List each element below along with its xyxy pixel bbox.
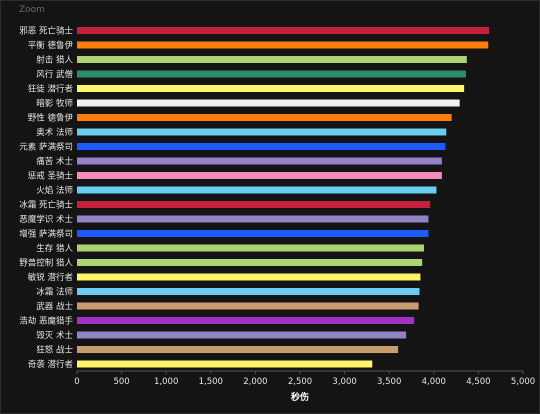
bar [77, 27, 490, 34]
x-tick-label: 3,500 [377, 377, 401, 387]
bar [77, 128, 447, 136]
category-label: 武器 战士 [36, 301, 73, 312]
category-label: 风行 武僧 [36, 69, 73, 80]
bar [77, 302, 419, 310]
bar [77, 230, 429, 237]
bar [77, 317, 415, 324]
bar [77, 41, 489, 49]
bar [77, 56, 467, 63]
x-tick-label: 2,000 [243, 377, 267, 387]
category-label: 增强 萨满祭司 [19, 229, 73, 240]
category-label: 毁灭 术士 [36, 330, 73, 341]
category-label: 奥术 法师 [36, 127, 73, 138]
x-tick-label: 500 [113, 377, 129, 387]
category-label: 射击 猎人 [36, 55, 73, 66]
bar [77, 99, 460, 107]
category-label: 平衡 德鲁伊 [28, 40, 74, 51]
bar [77, 157, 442, 165]
category-label: 生存 猎人 [36, 243, 73, 254]
bar [77, 201, 431, 208]
bar [77, 215, 429, 223]
x-tick-label: 4,500 [466, 377, 490, 387]
bar [77, 346, 399, 353]
category-label: 野兽控制 猎人 [19, 258, 73, 269]
bar [77, 360, 373, 368]
category-label: 浩劫 恶魔猎手 [19, 316, 73, 327]
bars-layer [77, 27, 490, 368]
bar [77, 288, 420, 295]
bar [77, 244, 424, 252]
x-tick-label: 3,000 [332, 377, 356, 387]
x-tick-label: 0 [74, 377, 79, 387]
category-label: 狂徒 潜行者 [28, 84, 74, 95]
category-label: 奇袭 潜行者 [28, 359, 74, 370]
x-tick-label: 5,000 [511, 377, 535, 387]
category-label: 敏锐 潜行者 [28, 272, 74, 283]
category-label: 痛苦 术士 [36, 156, 73, 167]
category-label: 冰霜 死亡骑士 [19, 200, 73, 211]
x-axis-title: 秒伤 [291, 391, 309, 403]
category-label: 狂怒 战士 [36, 345, 73, 356]
bar [77, 273, 421, 281]
x-tick-label: 1,000 [154, 377, 178, 387]
bar [77, 85, 465, 92]
category-label: 邪恶 死亡骑士 [19, 26, 73, 37]
x-axis: 0 500 1,000 1,500 2,000 2,500 3,000 3,500 4,000 4… [74, 370, 535, 387]
bar [77, 70, 466, 78]
category-label: 野性 德鲁伊 [28, 113, 74, 124]
x-tick-label: 1,500 [199, 377, 223, 387]
category-label: 火焰 法师 [36, 185, 73, 196]
x-tick-label: 4,000 [422, 377, 446, 387]
category-label: 惩戒 圣骑士 [28, 171, 74, 182]
bar [77, 143, 446, 150]
category-label: 元素 萨满祭司 [19, 142, 73, 153]
category-label: 暗影 牧师 [36, 98, 73, 109]
bar [77, 259, 423, 266]
category-label: 冰霜 法师 [36, 287, 73, 298]
x-tick-label: 2,500 [288, 377, 312, 387]
category-label: 恶魔学识 术士 [19, 214, 73, 225]
bar [77, 186, 437, 194]
zoom-label[interactable]: Zoom [19, 5, 45, 15]
bar [77, 331, 407, 339]
bar [77, 114, 452, 121]
bar [77, 172, 442, 179]
